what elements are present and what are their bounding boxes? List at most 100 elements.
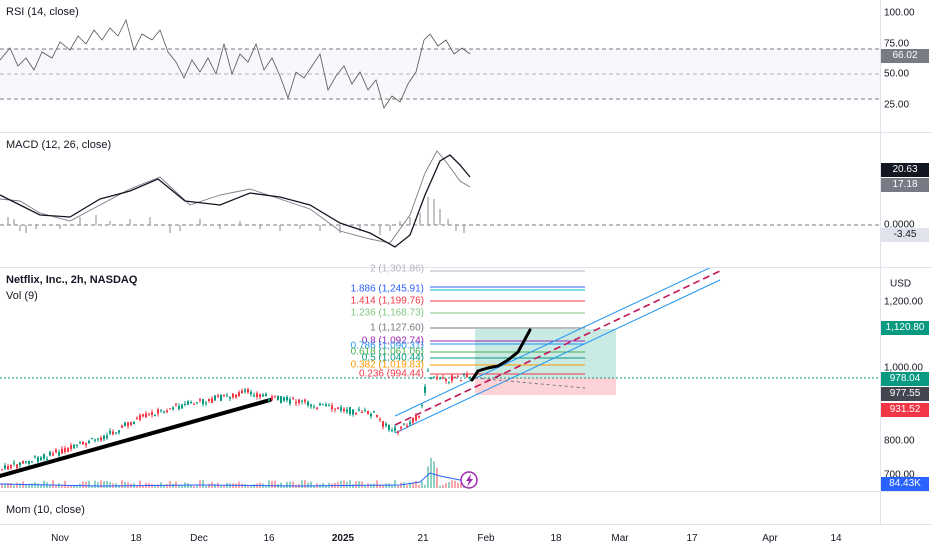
volume-bar xyxy=(82,481,84,488)
candle-body xyxy=(196,402,198,404)
candle-body xyxy=(217,395,219,397)
last-price-tag: 978.04 xyxy=(881,372,929,386)
candle-body xyxy=(199,399,201,401)
candle-body xyxy=(13,462,15,464)
candle-body xyxy=(172,407,174,410)
rsi-separator[interactable] xyxy=(0,132,932,133)
candle-body xyxy=(430,377,432,379)
candle-body xyxy=(262,394,264,397)
volume-bar xyxy=(223,485,225,488)
candle-body xyxy=(97,438,99,440)
candle-body xyxy=(421,404,423,406)
candle-body xyxy=(184,403,186,405)
candle-body xyxy=(346,409,348,412)
candle-body xyxy=(331,405,333,409)
candle-body xyxy=(232,393,234,398)
candle-body xyxy=(130,422,132,426)
price-tick-800: 800.00 xyxy=(884,435,915,447)
volume-bar xyxy=(64,480,66,488)
volume-bar xyxy=(97,482,99,488)
candles xyxy=(1,368,471,471)
rsi-axis[interactable] xyxy=(880,0,932,132)
price-separator[interactable] xyxy=(0,491,932,492)
entry-price-tag: 977.55 xyxy=(881,387,929,401)
volume-bar xyxy=(244,484,246,488)
candle-body xyxy=(469,376,471,379)
currency-label[interactable]: USD xyxy=(890,278,912,290)
candle-body xyxy=(400,426,402,429)
candle-body xyxy=(43,454,45,459)
volume-bar xyxy=(358,481,360,488)
volume-bar xyxy=(76,485,78,488)
volume-bar xyxy=(310,481,312,488)
candle-body xyxy=(40,457,42,461)
candle-body xyxy=(100,437,102,441)
symbol-title: Netflix, Inc., 2h, NASDAQ xyxy=(6,274,137,286)
volume-bar xyxy=(313,485,315,488)
volume-bar xyxy=(451,480,453,488)
candle-body xyxy=(70,445,72,449)
volume-bar xyxy=(373,483,375,488)
candle-body xyxy=(223,394,225,397)
volume-bar xyxy=(166,483,168,488)
rsi-pane[interactable]: RSI (14, close) 100.00 75.00 50.00 25.00… xyxy=(0,0,932,132)
time-label-16: 16 xyxy=(263,533,275,544)
volume-bar xyxy=(202,480,204,488)
projection-dashed-line xyxy=(474,377,586,389)
volume-bar xyxy=(274,480,276,488)
price-axis[interactable] xyxy=(880,268,932,491)
candle-body xyxy=(280,396,282,403)
candle-body xyxy=(451,375,453,382)
candle-body xyxy=(259,394,261,398)
candle-body xyxy=(28,461,30,464)
candle-body xyxy=(418,416,420,418)
candle-body xyxy=(301,400,303,402)
candle-body xyxy=(406,425,408,427)
candle-body xyxy=(112,431,114,435)
volume-bar xyxy=(364,485,366,488)
fib-label-0382: 0.382 (1,019.83) xyxy=(350,359,424,371)
momentum-axis[interactable] xyxy=(880,492,932,524)
volume-bars xyxy=(1,457,471,488)
momentum-pane[interactable]: Mom (10, close) xyxy=(0,492,932,524)
macd-separator[interactable] xyxy=(0,267,932,268)
time-label-17: 17 xyxy=(686,533,698,544)
volume-bar xyxy=(352,484,354,488)
candle-body xyxy=(334,408,336,410)
candle-body xyxy=(202,399,204,405)
candle-body xyxy=(391,429,393,431)
macd-plot xyxy=(0,150,880,248)
candle-body xyxy=(76,445,78,447)
candle-body xyxy=(142,414,144,417)
macd-histogram xyxy=(7,197,465,235)
symbol-name[interactable]: Netflix, Inc., 2h, NASDAQ xyxy=(6,274,138,286)
candle-body xyxy=(403,423,405,425)
volume-bar xyxy=(397,485,399,488)
channel-lower-line xyxy=(394,279,721,434)
candle-body xyxy=(238,392,240,397)
volume-bar xyxy=(343,480,345,488)
macd-axis[interactable] xyxy=(880,133,932,267)
volume-bar xyxy=(163,485,165,488)
price-forecast-path xyxy=(470,328,532,382)
candle-body xyxy=(256,393,258,397)
macd-tick-zero: 0.0000 xyxy=(884,219,915,231)
candle-body xyxy=(349,407,351,415)
volume-bar xyxy=(31,483,33,488)
candle-body xyxy=(376,414,378,418)
rsi-tick-100: 100.00 xyxy=(884,7,915,19)
candle-body xyxy=(385,423,387,426)
price-pane[interactable]: Netflix, Inc., 2h, NASDAQ Vol (9) 2 (1,3… xyxy=(0,264,932,491)
candle-body xyxy=(352,409,354,415)
macd-signal-line xyxy=(0,150,471,244)
volume-bar xyxy=(292,481,294,488)
candle-body xyxy=(313,406,315,408)
fib-label-0786: 0.786 (1,090.31) xyxy=(350,340,424,352)
volume-bar xyxy=(37,483,39,488)
volume-bar xyxy=(307,482,309,488)
candle-body xyxy=(454,376,456,379)
macd-pane[interactable]: MACD (12, 26, close) 0.0000 20.63 17.18 … xyxy=(0,133,932,267)
volume-bar xyxy=(460,482,462,488)
volume-bar xyxy=(340,480,342,488)
candle-body xyxy=(361,412,363,414)
